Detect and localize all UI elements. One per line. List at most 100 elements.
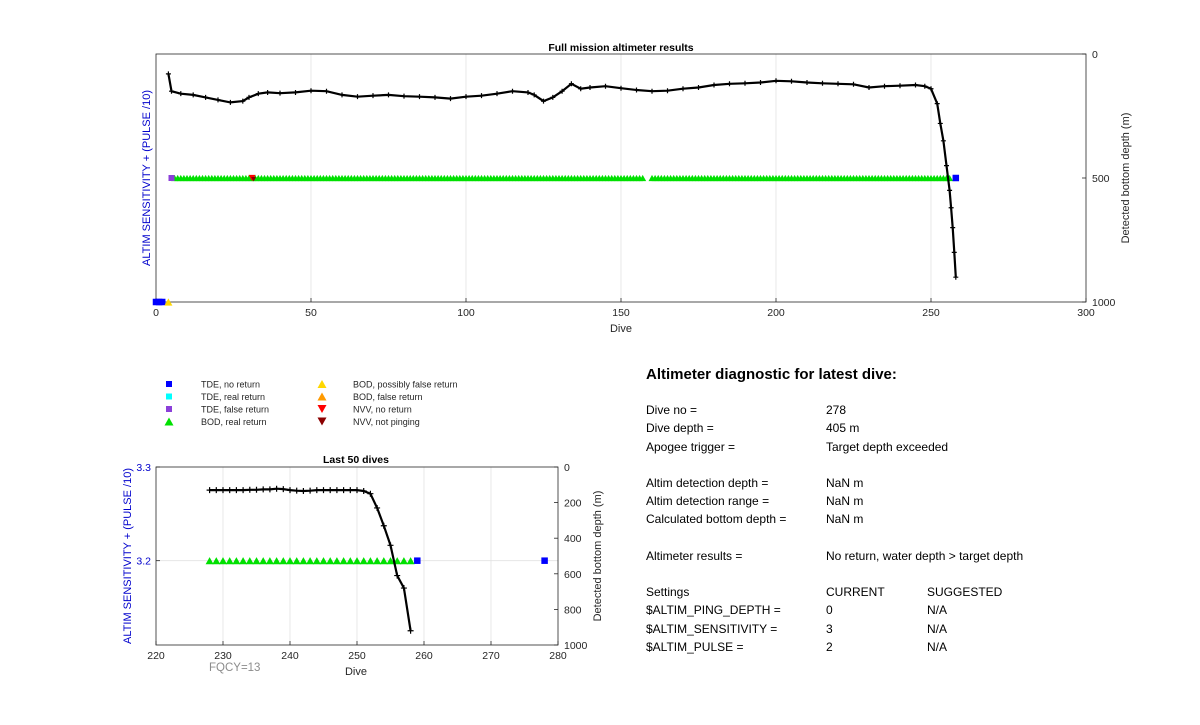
- depth-marker: [178, 91, 184, 97]
- depth-marker: [340, 487, 347, 494]
- depth-marker: [950, 225, 956, 231]
- dive-depth-value: 405 m: [826, 421, 860, 436]
- x-tick-label: 250: [922, 307, 940, 319]
- chart2-x-label: Dive: [345, 666, 367, 678]
- tde-no-return-marker: [541, 557, 548, 564]
- y2-tick-label: 0: [564, 462, 570, 474]
- depth-marker: [463, 94, 469, 100]
- setting-row: $ALTIM_SENSITIVITY = 3 N/A: [646, 620, 1166, 638]
- depth-marker: [940, 138, 946, 144]
- bod-possibly-false-marker: [164, 298, 173, 306]
- depth-marker: [820, 80, 825, 86]
- y-tick-label: 3.3: [136, 462, 151, 474]
- depth-marker: [913, 82, 918, 88]
- depth-marker: [550, 94, 556, 100]
- setting-name: $ALTIM_SENSITIVITY =: [646, 621, 778, 636]
- bod-real-return-marker: [259, 557, 268, 565]
- legend-marker: [317, 379, 327, 389]
- chart2-marks: [205, 485, 548, 634]
- bod-real-return-marker: [386, 557, 395, 565]
- depth-marker: [432, 94, 438, 100]
- depth-marker: [380, 522, 387, 529]
- setting-current: 0: [826, 603, 833, 618]
- depth-marker: [324, 88, 329, 94]
- x-tick-label: 50: [305, 307, 317, 319]
- legend-marker: [166, 393, 172, 400]
- depth-marker: [255, 91, 261, 97]
- depth-marker: [246, 94, 252, 100]
- depth-marker: [951, 249, 957, 255]
- depth-marker: [559, 88, 565, 94]
- legend-item: NVV, not pinging: [317, 417, 420, 427]
- depth-marker: [407, 627, 414, 634]
- depth-marker: [882, 83, 887, 89]
- bod-real-return-marker: [359, 557, 368, 565]
- depth-marker: [266, 486, 273, 493]
- current-label: CURRENT: [826, 585, 885, 600]
- chart1-marks: [152, 71, 960, 306]
- legend-label: TDE, real return: [201, 392, 265, 402]
- depth-marker: [367, 490, 374, 497]
- legend-item: BOD, false return: [317, 392, 423, 402]
- depth-marker: [866, 84, 872, 90]
- legend-marker: [317, 417, 327, 426]
- bod-real-return-marker: [346, 557, 355, 565]
- depth-marker: [246, 486, 253, 493]
- depth-marker: [277, 90, 283, 96]
- bod-real-return-marker: [319, 557, 328, 565]
- bod-real-return-marker: [306, 557, 315, 565]
- depth-marker: [494, 91, 500, 97]
- settings-label: Settings: [646, 585, 690, 600]
- depth-marker: [360, 488, 367, 495]
- legend: TDE, no return TDE, real return TDE, false…: [164, 379, 458, 427]
- depth-marker: [370, 93, 376, 99]
- chart1-y2-label: Detected bottom depth (m): [1120, 113, 1132, 244]
- altimeter-results-row: Altimeter results = No return, water dep…: [646, 547, 1166, 565]
- depth-marker: [287, 487, 293, 494]
- depth-marker: [510, 88, 515, 94]
- y2-tick-label: 1000: [1092, 297, 1116, 309]
- y2-tick-label: 600: [564, 569, 582, 581]
- depth-marker: [226, 487, 233, 494]
- altim-detection-range-label: Altim detection range =: [646, 494, 770, 509]
- legend-marker: [317, 404, 327, 414]
- x-tick-label: 100: [457, 307, 475, 319]
- full-mission-chart: Full mission altimeter results 0 50 100 150…: [141, 42, 1132, 335]
- legend-marker: [164, 417, 174, 426]
- x-tick-label: 280: [549, 650, 567, 662]
- depth-marker: [479, 93, 484, 99]
- depth-marker: [206, 487, 213, 494]
- y2-tick-label: 0: [1092, 49, 1098, 61]
- bod-real-return-marker: [373, 557, 382, 565]
- tde-no-return-marker: [158, 298, 166, 306]
- legend-item: BOD, real return: [164, 417, 267, 427]
- depth-marker: [265, 89, 271, 95]
- x-tick-label: 230: [214, 650, 232, 662]
- bod-real-return-marker: [379, 557, 388, 565]
- chart2-title: Last 50 dives: [323, 454, 389, 466]
- chart2-y2-label: Detected bottom depth (m): [592, 491, 604, 622]
- bod-real-return-marker: [299, 557, 308, 565]
- bod-real-return-marker: [286, 557, 294, 565]
- depth-marker: [347, 487, 354, 494]
- x-tick-label: 260: [415, 650, 433, 662]
- chart1-x-ticks: 0 50 100 150 200 250 300: [153, 298, 1095, 319]
- tde-no-return-marker: [414, 557, 421, 564]
- depth-marker: [355, 94, 360, 100]
- apogee-trigger-row: Apogee trigger = Target depth exceeded: [646, 438, 1166, 456]
- chart2-x-ticks: 220 230 240 250 260 270 280: [147, 641, 567, 662]
- legend-label: BOD, real return: [201, 417, 267, 427]
- depth-marker: [634, 87, 639, 93]
- depth-marker: [273, 485, 280, 492]
- chart1-x-label: Dive: [610, 323, 632, 335]
- bod-real-return-marker: [219, 557, 227, 565]
- depth-marker: [789, 78, 794, 84]
- depth-marker: [696, 84, 701, 90]
- bod-real-return-marker: [252, 557, 261, 565]
- depth-marker: [742, 80, 748, 86]
- legend-marker: [166, 406, 172, 412]
- depth-marker: [387, 542, 394, 549]
- fqcy-note: FQCY=13: [209, 662, 260, 674]
- bod-real-return-marker: [366, 557, 375, 565]
